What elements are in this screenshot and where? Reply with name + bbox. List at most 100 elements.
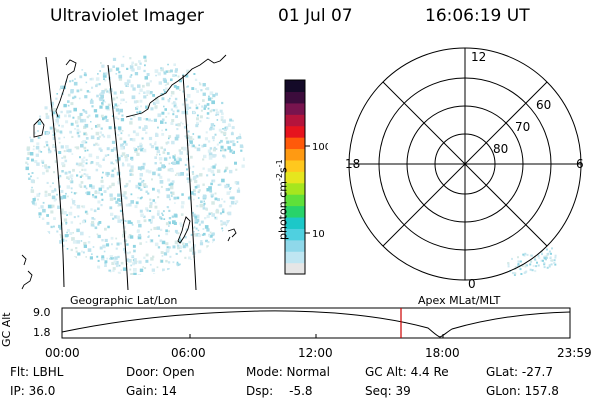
emission-speckle: [215, 108, 218, 112]
emission-speckle: [79, 222, 82, 225]
emission-speckle: [104, 265, 106, 267]
emission-speckle: [116, 171, 121, 176]
emission-speckle: [186, 173, 189, 176]
emission-speckle: [178, 149, 181, 152]
emission-speckle: [30, 175, 32, 178]
colorbar-band: [285, 205, 305, 218]
emission-speckle: [144, 64, 146, 67]
emission-speckle: [159, 239, 163, 243]
emission-speckle: [85, 187, 88, 190]
emission-speckle: [112, 57, 117, 61]
emission-speckle: [534, 255, 537, 258]
emission-speckle: [222, 119, 226, 124]
emission-speckle: [145, 190, 148, 193]
emission-speckle: [160, 217, 163, 220]
emission-speckle: [511, 257, 513, 260]
colorbar: 100 10: [284, 79, 328, 275]
emission-speckle: [115, 260, 119, 265]
meridian-line: [107, 64, 129, 290]
emission-speckle: [92, 246, 95, 248]
emission-speckle: [167, 195, 170, 199]
emission-speckle: [199, 120, 202, 123]
emission-speckle: [507, 262, 510, 264]
mlt-label-6: 6: [576, 157, 584, 171]
emission-speckle: [106, 175, 109, 177]
emission-speckle: [107, 68, 112, 73]
emission-speckle: [209, 231, 212, 234]
emission-speckle: [160, 120, 164, 124]
emission-speckle: [169, 198, 171, 201]
emission-speckle: [543, 255, 546, 258]
emission-speckle: [215, 92, 218, 96]
emission-speckle: [65, 192, 67, 195]
emission-speckle: [546, 266, 549, 269]
emission-speckle: [182, 73, 185, 76]
emission-speckle: [237, 187, 240, 190]
emission-speckle: [208, 233, 210, 236]
emission-speckle: [120, 98, 123, 102]
emission-speckle: [101, 255, 105, 259]
emission-speckle: [172, 161, 176, 165]
emission-speckle: [218, 128, 222, 132]
emission-speckle: [67, 93, 71, 97]
emission-speckle: [94, 226, 98, 230]
emission-speckle: [133, 258, 137, 262]
emission-speckle: [101, 239, 104, 242]
emission-speckle: [135, 184, 139, 189]
emission-speckle: [523, 254, 526, 257]
emission-speckle: [61, 157, 64, 159]
emission-speckle: [211, 201, 215, 205]
colorbar-gradient: [285, 80, 305, 275]
emission-speckle: [148, 235, 150, 237]
emission-speckle: [56, 230, 59, 233]
coastline: [21, 254, 33, 290]
emission-speckle: [178, 245, 182, 249]
emission-speckle: [170, 95, 173, 97]
emission-speckle: [177, 245, 180, 248]
emission-speckle: [224, 169, 227, 172]
emission-speckle: [74, 204, 76, 206]
emission-speckle: [170, 169, 174, 173]
emission-speckle: [85, 158, 88, 161]
emission-speckle: [186, 157, 190, 161]
island-outline: [177, 216, 191, 244]
emission-speckle: [96, 94, 99, 98]
emission-speckle: [77, 134, 81, 138]
emission-speckle: [128, 203, 132, 207]
emission-speckle: [156, 266, 159, 269]
dsp-info: Dsp: -5.8: [246, 384, 313, 398]
emission-speckle: [167, 70, 171, 73]
emission-speckle: [44, 106, 48, 110]
emission-speckle: [137, 182, 142, 187]
emission-speckle: [58, 124, 60, 127]
emission-speckle: [58, 137, 61, 140]
emission-speckle: [44, 164, 47, 167]
emission-speckle: [179, 250, 182, 253]
emission-speckle: [109, 255, 114, 259]
emission-speckle: [183, 146, 187, 151]
timeline-xtick-label: 00:00: [45, 346, 80, 360]
emission-speckle: [97, 265, 101, 269]
emission-speckle: [170, 78, 173, 82]
emission-speckle: [33, 196, 37, 199]
emission-speckle: [43, 145, 46, 148]
emission-speckle: [175, 134, 180, 139]
emission-speckle: [112, 65, 115, 68]
emission-speckle: [154, 69, 159, 73]
emission-speckle: [529, 260, 532, 263]
emission-speckle: [554, 254, 557, 257]
emission-speckle: [187, 85, 189, 88]
emission-speckle: [196, 117, 199, 121]
emission-speckle: [182, 122, 184, 125]
emission-speckle: [151, 120, 153, 122]
emission-speckle: [152, 94, 155, 97]
emission-speckle: [156, 101, 159, 104]
emission-speckle: [134, 205, 138, 209]
emission-speckle: [176, 172, 178, 175]
emission-speckle: [173, 101, 176, 104]
emission-speckle: [227, 123, 231, 127]
emission-speckle: [117, 126, 122, 130]
emission-speckle: [212, 173, 215, 176]
emission-speckle: [172, 220, 176, 224]
emission-speckle: [36, 193, 40, 197]
